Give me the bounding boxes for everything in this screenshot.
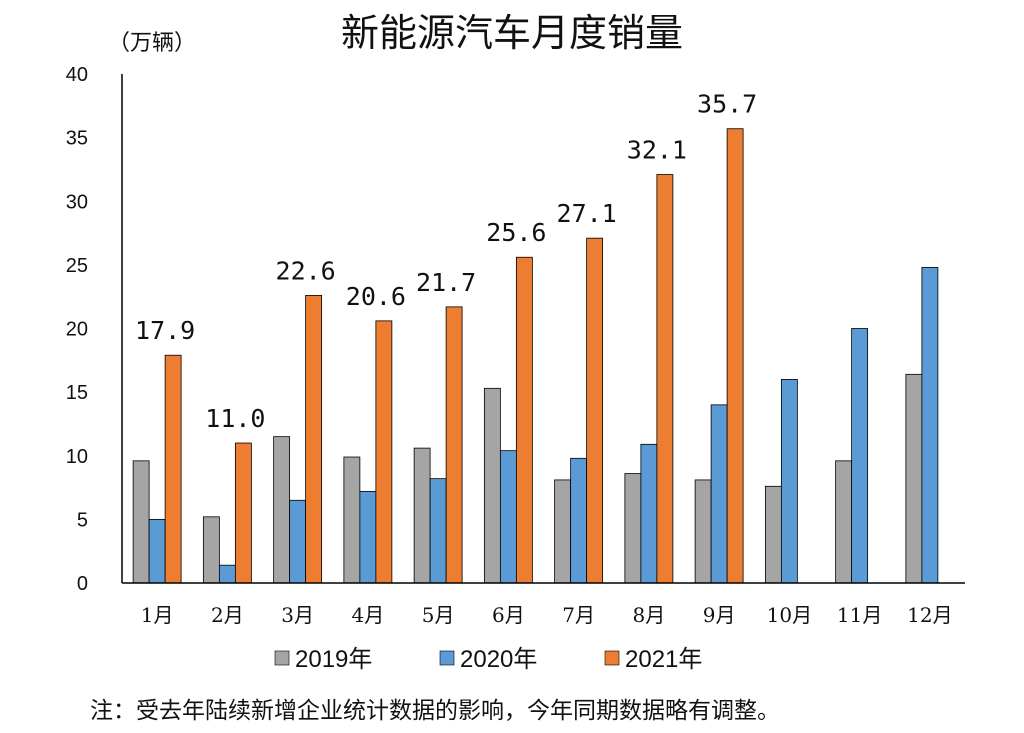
- y-tick-label: 40: [66, 64, 88, 86]
- bar-2019年-5月: [413, 447, 431, 584]
- data-label: 22.6: [276, 256, 336, 285]
- bar-2020年-2月: [218, 564, 236, 584]
- x-tick-label: 5月: [422, 603, 455, 627]
- bar-2020年-5月: [429, 478, 447, 584]
- legend-swatch: [274, 650, 290, 666]
- bar-2021年-1月: [164, 354, 182, 584]
- bar-2019年-3月: [273, 436, 291, 584]
- bar-2019年-2月: [202, 516, 220, 584]
- bar-2020年-3月: [289, 499, 307, 584]
- bar-2020年-6月: [499, 450, 517, 584]
- bar-2021年-9月: [726, 128, 744, 584]
- bar-2020年-12月: [921, 267, 939, 584]
- bar-2019年-12月: [905, 373, 923, 584]
- chart-title: 新能源汽车月度销量: [341, 11, 683, 55]
- bar-2020年-11月: [851, 328, 869, 584]
- bar-2021年-3月: [305, 295, 323, 584]
- data-label: 25.6: [486, 218, 546, 247]
- bar-2020年-1月: [148, 518, 166, 584]
- legend-swatch: [604, 650, 620, 666]
- legend: 2019年 2020年 2021年: [274, 646, 702, 673]
- data-label: 21.7: [416, 268, 476, 297]
- data-label: 17.9: [135, 316, 195, 345]
- x-tick-label: 9月: [703, 603, 736, 627]
- x-tick-label: 10月: [767, 603, 812, 627]
- x-tick-label: 3月: [281, 603, 314, 627]
- x-axis-ticks: 1月 2月 3月 4月 5月 6月 7月 8月 9月 10月 11月 12月: [141, 603, 953, 627]
- data-label: 35.7: [697, 90, 757, 119]
- x-tick-label: 6月: [492, 603, 525, 627]
- y-tick-label: 25: [66, 255, 88, 277]
- legend-swatch: [439, 650, 455, 666]
- bar-2019年-9月: [694, 479, 712, 584]
- bar-2020年-7月: [570, 457, 588, 584]
- bar-2019年-10月: [764, 485, 782, 584]
- y-tick-label: 20: [66, 319, 88, 341]
- x-tick-label: 11月: [837, 603, 882, 627]
- bar-2020年-9月: [710, 404, 728, 584]
- data-labels: 17.9 11.0 22.6 20.6 21.7 25.6 27.1 32.1 35.7: [135, 90, 757, 433]
- legend-label: 2021年: [625, 646, 702, 673]
- bar-2019年-6月: [483, 387, 501, 584]
- bar-2019年-7月: [554, 479, 572, 584]
- legend-label: 2019年: [295, 646, 372, 673]
- bar-2020年-4月: [359, 490, 377, 584]
- y-tick-label: 5: [77, 509, 88, 531]
- y-tick-label: 30: [66, 191, 88, 213]
- data-label: 11.0: [205, 404, 265, 433]
- bar-2019年-4月: [343, 456, 361, 584]
- bar-2021年-4月: [375, 320, 393, 584]
- x-tick-label: 1月: [141, 603, 174, 627]
- data-label: 27.1: [557, 199, 617, 228]
- y-tick-label: 15: [66, 382, 88, 404]
- bar-2020年-8月: [640, 443, 658, 584]
- y-axis-ticks: 0 5 10 15 20 25 30 35 40: [66, 64, 88, 595]
- footnote: 注：受去年陆续新增企业统计数据的影响，今年同期数据略有调整。: [90, 698, 780, 724]
- y-tick-label: 35: [66, 128, 88, 150]
- bar-2021年-5月: [445, 306, 463, 584]
- x-tick-label: 4月: [352, 603, 385, 627]
- x-tick-label: 8月: [633, 603, 666, 627]
- y-tick-label: 10: [66, 446, 88, 468]
- bar-2021年-8月: [656, 174, 674, 584]
- bars: [132, 128, 939, 584]
- bar-2021年-6月: [515, 256, 533, 584]
- bar-2020年-10月: [780, 378, 798, 584]
- legend-label: 2020年: [460, 646, 537, 673]
- data-label: 20.6: [346, 282, 406, 311]
- y-axis-unit-label: （万辆）: [108, 31, 196, 56]
- bar-2019年-1月: [132, 460, 150, 584]
- x-tick-label: 2月: [211, 603, 244, 627]
- bar-2019年-11月: [835, 460, 853, 584]
- bar-2021年-2月: [234, 442, 252, 584]
- bar-2021年-7月: [586, 237, 604, 584]
- y-tick-label: 0: [77, 573, 88, 595]
- x-tick-label: 12月: [907, 603, 952, 627]
- bar-2019年-8月: [624, 473, 642, 584]
- x-tick-label: 7月: [562, 603, 595, 627]
- data-label: 32.1: [627, 136, 687, 165]
